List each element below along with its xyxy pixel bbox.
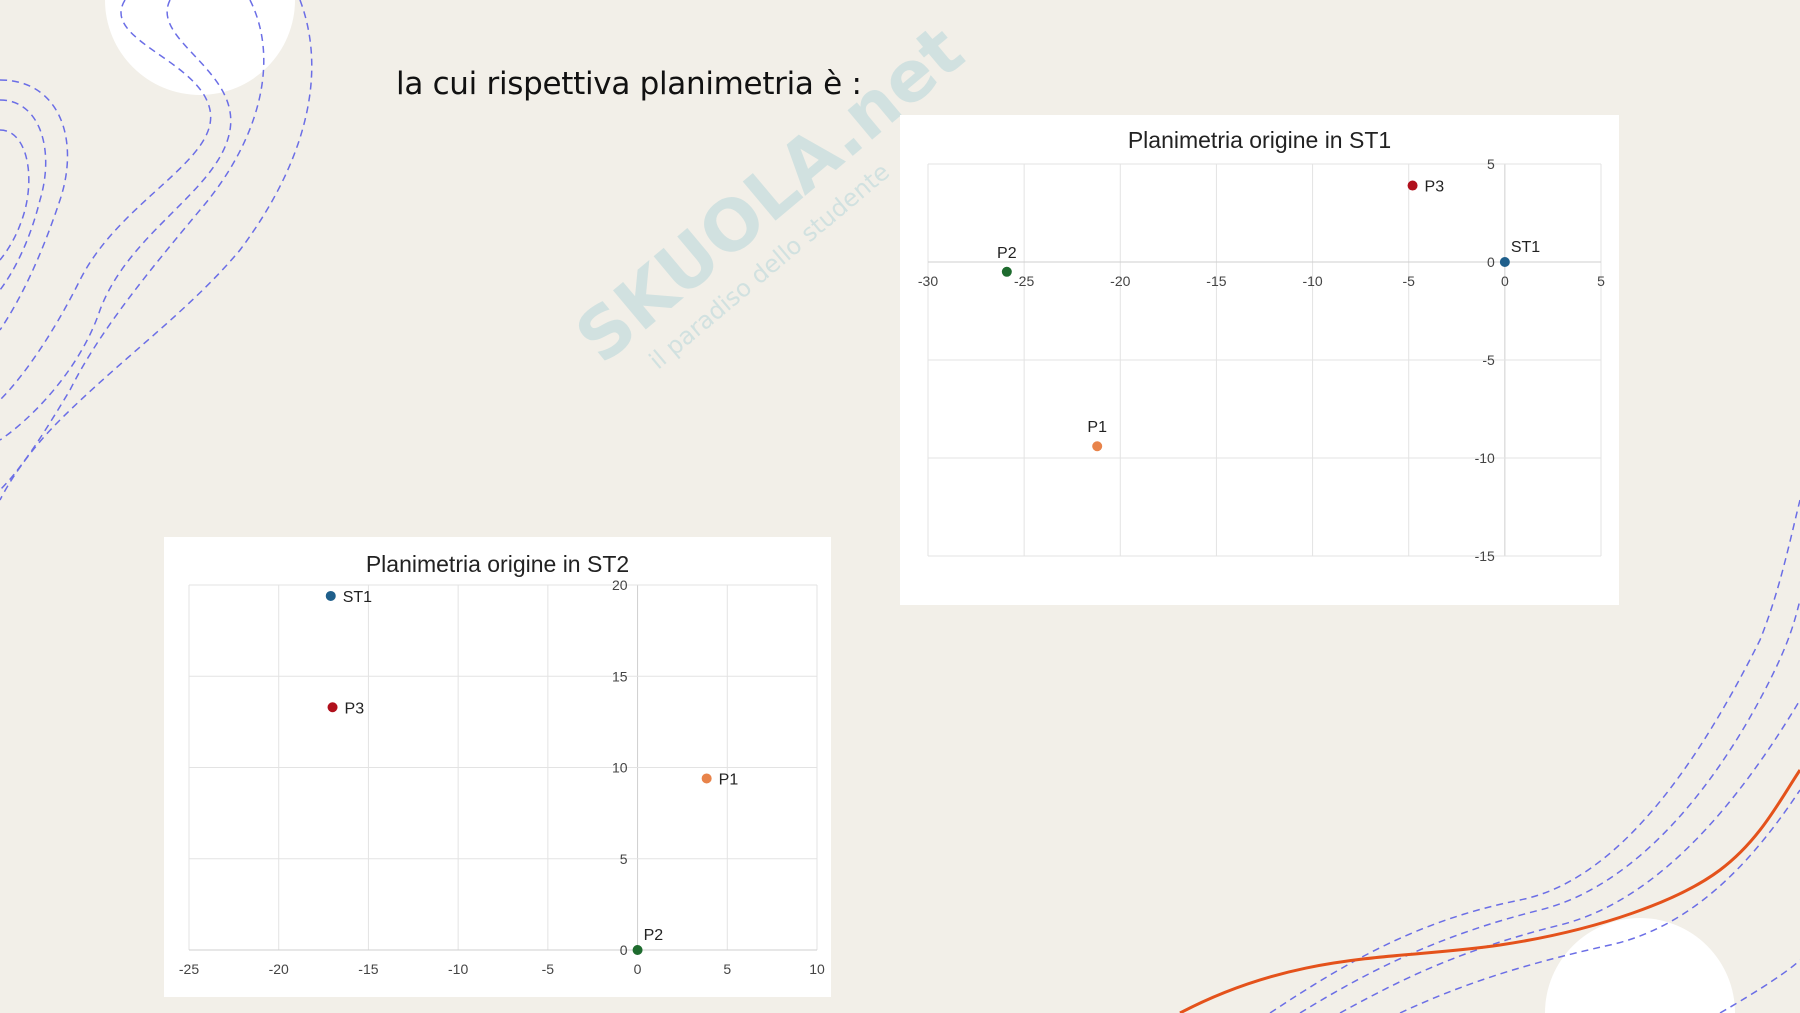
point-p2: [632, 945, 643, 955]
x-tick-label: 10: [809, 961, 825, 977]
x-tick-label: 0: [1501, 273, 1509, 289]
point-st1: [1499, 257, 1510, 267]
chart-title: Planimetria origine in ST1: [1127, 127, 1392, 153]
y-tick-label: 10: [612, 760, 628, 776]
y-tick-label: 15: [612, 668, 628, 684]
point-p1: [701, 773, 712, 784]
point-p2: [1001, 266, 1012, 277]
point-label: P1: [719, 771, 739, 788]
chart-planimetria-st2: Planimetria origine in ST2 -25 -20 -15 -10 -…: [164, 537, 831, 997]
point-label: P2: [644, 927, 664, 944]
x-tick-label: -20: [1110, 273, 1130, 289]
x-tick-label: -10: [1302, 273, 1322, 289]
x-tick-label: 5: [1597, 273, 1605, 289]
y-tick-label: -10: [1475, 450, 1495, 466]
x-tick-label: 0: [634, 961, 642, 977]
x-tick-label: -5: [542, 961, 555, 977]
x-tick-label: -25: [1014, 273, 1034, 289]
y-tick-label: 5: [1487, 156, 1495, 172]
x-tick-label: -25: [179, 961, 199, 977]
x-tick-label: -10: [448, 961, 468, 977]
point-st1: [325, 590, 336, 601]
point-label: P3: [1425, 179, 1445, 196]
point-label: ST1: [343, 589, 372, 606]
x-tick-label: -15: [1206, 273, 1226, 289]
y-tick-label: 20: [612, 577, 628, 593]
point-p1: [1092, 441, 1103, 452]
y-tick-label: 5: [620, 851, 628, 867]
x-tick-label: -30: [918, 273, 938, 289]
point-p3: [1407, 180, 1418, 191]
point-label: P3: [345, 700, 365, 717]
slide-heading: la cui rispettiva planimetria è :: [396, 66, 862, 102]
x-tick-label: -20: [269, 961, 289, 977]
y-tick-label: 0: [620, 942, 628, 958]
chart-title: Planimetria origine in ST2: [365, 551, 630, 577]
chart-planimetria-st1: Planimetria origine in ST1 -30 -25 -20 -15 -…: [900, 115, 1619, 605]
y-tick-label: -15: [1475, 548, 1495, 564]
x-tick-label: -15: [358, 961, 378, 977]
point-label: ST1: [1511, 239, 1540, 256]
y-tick-label: 0: [1487, 254, 1495, 270]
x-tick-label: -5: [1402, 273, 1415, 289]
point-label: P1: [1087, 419, 1107, 436]
point-p3: [327, 702, 338, 713]
y-tick-label: -5: [1482, 352, 1495, 368]
point-label: P2: [997, 245, 1017, 262]
x-tick-label: 5: [723, 961, 731, 977]
